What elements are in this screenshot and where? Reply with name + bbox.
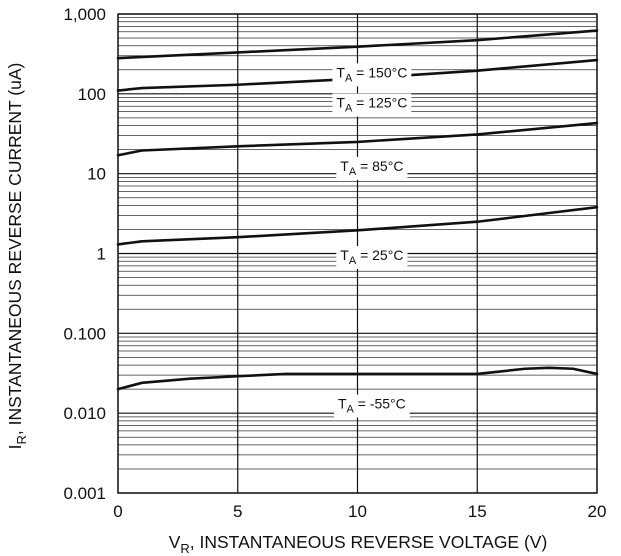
y-axis-symbol: I <box>5 444 25 449</box>
x-axis-symbol: V <box>169 532 181 552</box>
y-tick-label: 0.010 <box>63 404 106 423</box>
x-tick-label: 5 <box>233 502 242 521</box>
series-label-symbol: T <box>340 158 349 174</box>
series-line <box>116 366 599 391</box>
x-tick-label: 10 <box>348 502 367 521</box>
series-label-background <box>336 156 408 180</box>
series-label-text: = -55°C <box>354 396 406 412</box>
series-label-subscript: A <box>345 103 353 115</box>
series-label: TA = 150°C <box>336 64 407 84</box>
series-label-text: = 85°C <box>356 158 403 174</box>
series-label-group: TA = 85°C <box>336 156 408 180</box>
series-line <box>116 58 599 92</box>
series-label-subscript: A <box>349 255 357 267</box>
x-tick-label: 15 <box>468 502 487 521</box>
series-label-symbol: T <box>336 64 345 80</box>
series-label-text: = 125°C <box>352 95 407 111</box>
series-line <box>116 205 599 246</box>
y-tick-label: 1 <box>97 245 106 264</box>
series-label-group: TA = -55°C <box>333 394 410 418</box>
series-label-background <box>333 394 410 418</box>
series-label-subscript: A <box>345 72 353 84</box>
x-tick-label: 20 <box>588 502 607 521</box>
series-label: TA = 125°C <box>336 95 407 115</box>
series-label-subscript: A <box>349 166 357 178</box>
tick-labels: 0 5 10 15 20 0.001 0.010 0.100 1 10 100 1,000 <box>63 5 606 521</box>
x-axis-text: , INSTANTANEOUS REVERSE VOLTAGE (V) <box>190 532 548 552</box>
y-axis-title: IR, INSTANTANEOUS REVERSE CURRENT (uA) <box>5 63 29 450</box>
y-tick-label: 10 <box>87 165 106 184</box>
series-label-background <box>332 63 412 87</box>
x-axis-subscript: R <box>180 541 189 556</box>
y-tick-label: 1,000 <box>63 5 106 24</box>
series-label-group: TA = 150°C <box>332 63 412 87</box>
x-axis-title: VR, INSTANTANEOUS REVERSE VOLTAGE (V) <box>169 532 548 556</box>
series-line <box>116 121 599 157</box>
series-label-text: = 150°C <box>352 64 407 80</box>
series-label-background <box>332 93 412 117</box>
series-label: TA = -55°C <box>338 396 406 416</box>
y-tick-label: 0.100 <box>63 324 106 343</box>
y-tick-label: 0.001 <box>63 484 106 503</box>
plot-area-frame <box>117 13 598 494</box>
y-tick-label: 100 <box>78 85 106 104</box>
series-label-symbol: T <box>340 247 349 263</box>
series-label: TA = 85°C <box>340 158 403 178</box>
series-labels: TA = 150°CTA = 125°CTA = 85°CTA = 25°CTA… <box>332 63 412 418</box>
series-label-group: TA = 125°C <box>332 93 412 117</box>
series-label-background <box>336 246 408 270</box>
series-line <box>116 29 599 60</box>
y-axis-subscript: R <box>14 435 29 444</box>
series-label: TA = 25°C <box>340 247 403 267</box>
x-tick-label: 0 <box>113 502 122 521</box>
series-layer <box>116 29 599 391</box>
series-label-symbol: T <box>336 95 345 111</box>
series-label-group: TA = 25°C <box>336 246 408 270</box>
series-label-symbol: T <box>338 396 347 412</box>
series-label-subscript: A <box>347 404 355 416</box>
series-label-text: = 25°C <box>356 247 403 263</box>
y-axis-text: , INSTANTANEOUS REVERSE CURRENT (uA) <box>5 63 25 435</box>
